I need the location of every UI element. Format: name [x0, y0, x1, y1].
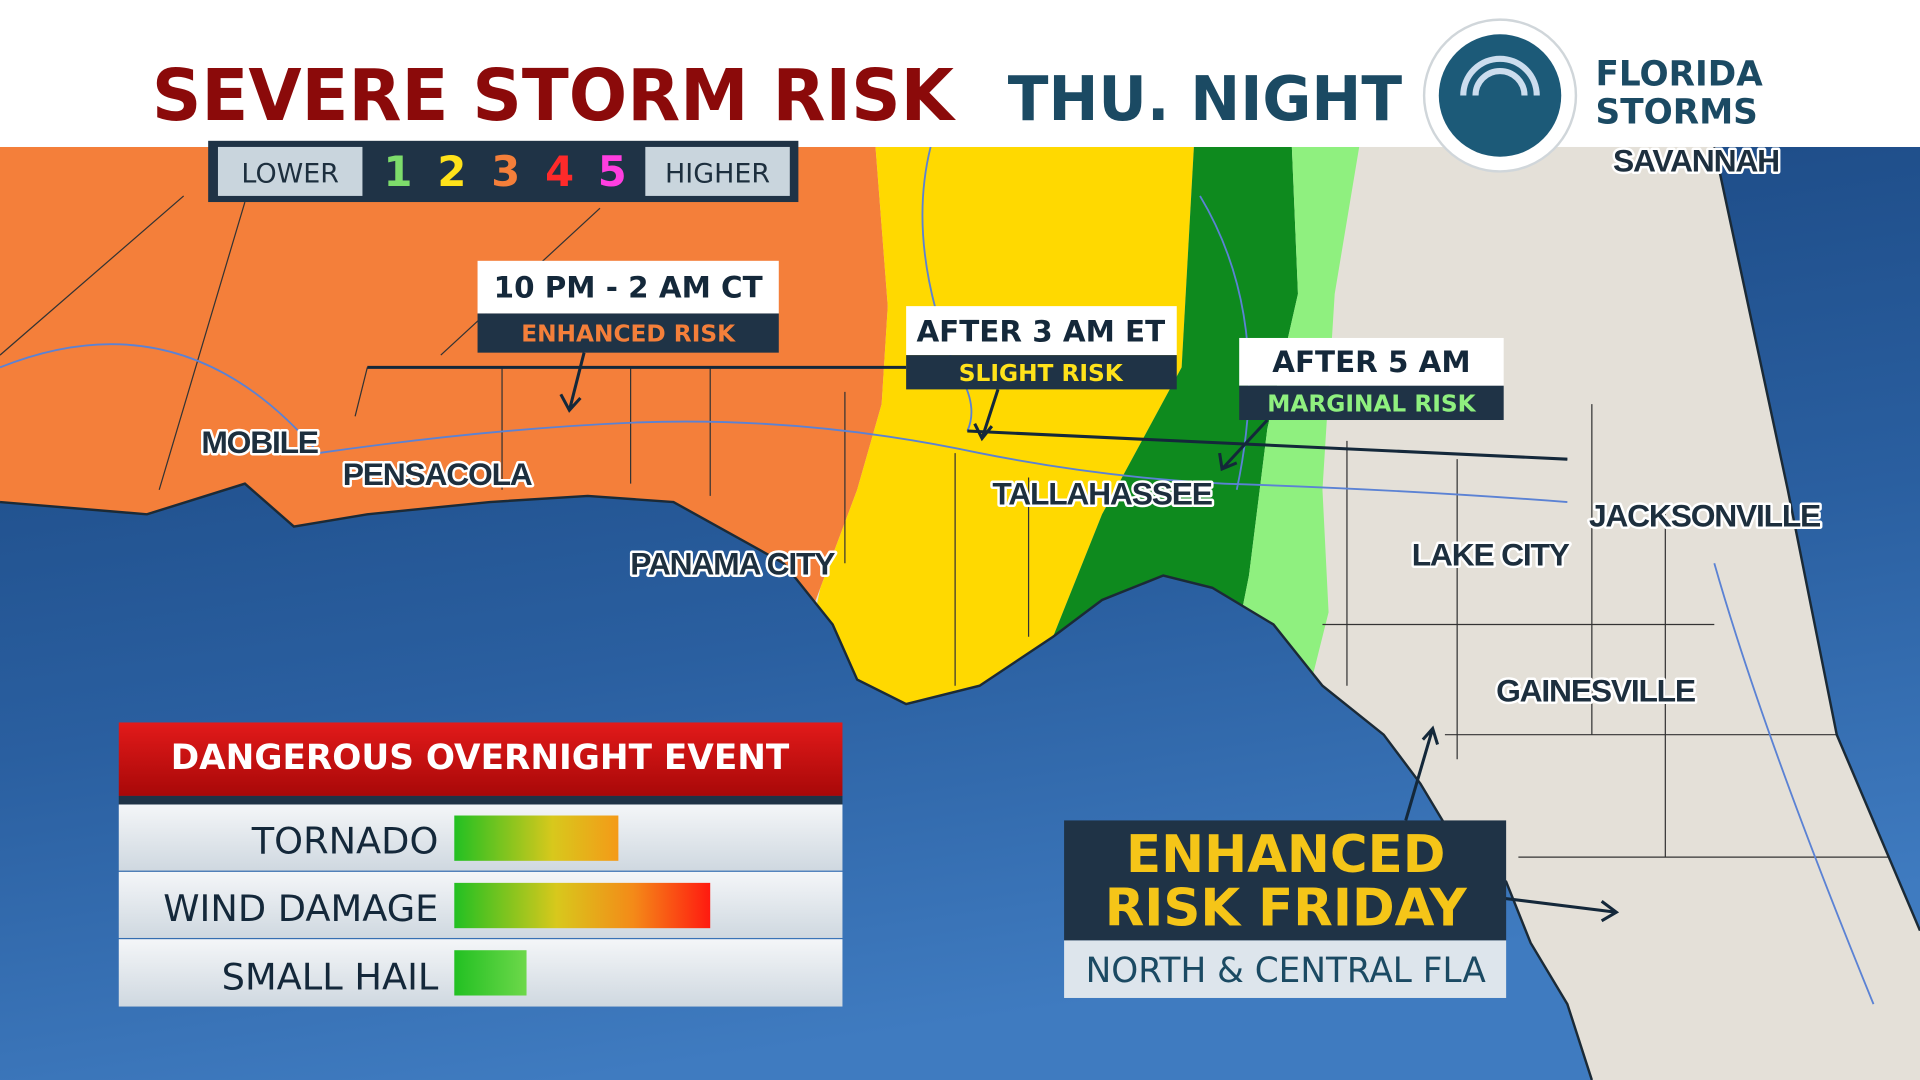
legend-level: 1	[383, 147, 412, 196]
callout-time-box	[477, 260, 779, 314]
slight-risk-area	[783, 146, 1194, 760]
legend-level: 3	[491, 147, 520, 196]
city-label: MOBILE	[201, 424, 317, 460]
legend-high-box	[645, 146, 790, 196]
callout-time-box	[906, 306, 1177, 356]
callout-time: 10 PM - 2 AM CT	[494, 271, 763, 305]
friday-box	[1064, 820, 1507, 941]
callout-time: AFTER 5 AM	[1272, 345, 1470, 379]
city-label: JACKSONVILLE	[1589, 498, 1820, 534]
city-label: SAVANNAH	[1613, 142, 1779, 178]
brand-line: STORMS	[1596, 93, 1758, 133]
brand-line: FLORIDA	[1596, 55, 1764, 95]
hazard-label: TORNADO	[251, 819, 439, 862]
hazard-label: SMALL HAIL	[222, 955, 439, 998]
callout-risk: SLIGHT RISK	[959, 360, 1124, 387]
friday-line: RISK FRIDAY	[1105, 879, 1468, 939]
city-label: PANAMA CITY	[630, 545, 835, 581]
city-label: LAKE CITY	[1412, 537, 1570, 573]
title: SEVERE STORM RISK	[152, 54, 957, 137]
callout-risk-box	[477, 313, 779, 353]
subtitle: THU. NIGHT	[1008, 64, 1403, 135]
logo-swirl	[1460, 55, 1540, 96]
marginal-risk-area	[1053, 146, 1298, 637]
header-band	[0, 0, 1920, 147]
legend-level: 2	[437, 147, 466, 196]
callout-risk-box	[1239, 385, 1504, 421]
legend-level: 5	[598, 147, 627, 196]
friday-area-box	[1064, 940, 1507, 998]
legend-high: HIGHER	[665, 158, 770, 189]
friday-area: NORTH & CENTRAL FLA	[1086, 951, 1487, 991]
callout-risk-box	[906, 355, 1177, 390]
callout-risk: MARGINAL RISK	[1267, 390, 1476, 417]
legend-low-box	[217, 146, 363, 196]
city-label: GAINESVILLE	[1496, 673, 1695, 709]
city-label: TALLAHASSEE	[992, 475, 1211, 511]
hazard-label: WIND DAMAGE	[163, 887, 438, 930]
callout-time: AFTER 3 AM ET	[916, 315, 1165, 349]
panel-divider	[118, 795, 843, 805]
panel-header	[118, 722, 843, 796]
legend-level: 4	[545, 147, 574, 196]
hazard-bar	[454, 815, 619, 861]
hazard-bar	[454, 950, 527, 996]
panel-title: DANGEROUS OVERNIGHT EVENT	[171, 738, 790, 778]
hazard-bar	[454, 882, 711, 929]
city-label: PENSACOLA	[343, 456, 533, 492]
logo	[1438, 34, 1562, 157]
callout-arrows	[367, 352, 1620, 923]
legend-low: LOWER	[241, 158, 339, 189]
friday-line: ENHANCED	[1126, 825, 1445, 885]
callout-time-box	[1239, 337, 1504, 386]
callout-risk: ENHANCED RISK	[521, 321, 736, 348]
